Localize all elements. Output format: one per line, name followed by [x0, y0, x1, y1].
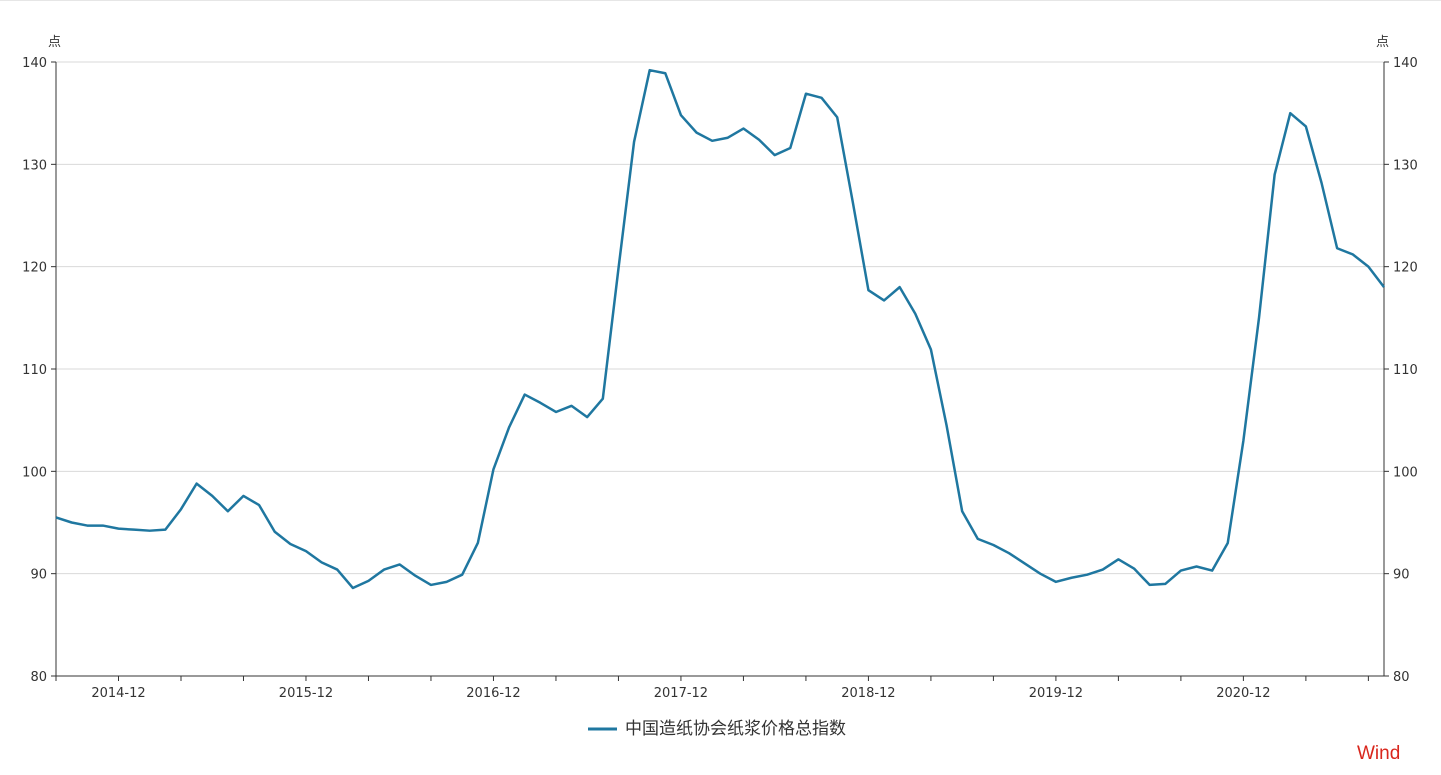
x-axis-ticks: 2014-12 2015-12 2016-12 2017-12 2018-12 2019-… — [55, 676, 1369, 701]
left-y-unit-label: 点 — [48, 35, 61, 50]
left-y-tick-label: 130 — [22, 158, 47, 173]
legend-label: 中国造纸协会纸浆价格总指数 — [625, 719, 846, 739]
left-y-tick-label: 110 — [22, 363, 47, 378]
right-y-tick-label: 80 — [1393, 670, 1410, 685]
top-border — [0, 0, 1441, 1]
right-y-ticks: 80 90 100 110 120 130 140 — [1384, 56, 1418, 685]
grid-lines — [56, 61, 1384, 575]
right-y-tick-label: 120 — [1393, 261, 1418, 276]
x-tick-label: 2016-12 — [466, 686, 520, 701]
left-y-ticks: 80 90 100 110 120 130 140 — [22, 56, 56, 685]
left-y-tick-label: 120 — [22, 261, 47, 276]
x-tick-label: 2014-12 — [91, 686, 145, 701]
x-tick-label: 2018-12 — [841, 686, 895, 701]
right-y-tick-label: 140 — [1393, 56, 1418, 71]
right-y-tick-label: 110 — [1393, 363, 1418, 378]
x-tick-label: 2020-12 — [1216, 686, 1270, 701]
x-tick-label: 2017-12 — [654, 686, 708, 701]
right-y-tick-label: 130 — [1393, 158, 1418, 173]
left-y-tick-label: 80 — [30, 670, 47, 685]
left-y-tick-label: 90 — [30, 568, 47, 583]
x-tick-label: 2015-12 — [279, 686, 333, 701]
left-y-tick-label: 140 — [22, 56, 47, 71]
left-y-tick-label: 100 — [22, 465, 47, 480]
legend[interactable]: 中国造纸协会纸浆价格总指数 — [588, 719, 846, 739]
right-y-tick-label: 100 — [1393, 465, 1418, 480]
x-tick-label: 2019-12 — [1029, 686, 1083, 701]
series-line-pulp-price-index — [55, 68, 1385, 590]
right-y-tick-label: 90 — [1393, 568, 1410, 583]
right-y-unit-label: 点 — [1376, 35, 1389, 50]
wind-watermark: Wind — [1357, 743, 1400, 764]
